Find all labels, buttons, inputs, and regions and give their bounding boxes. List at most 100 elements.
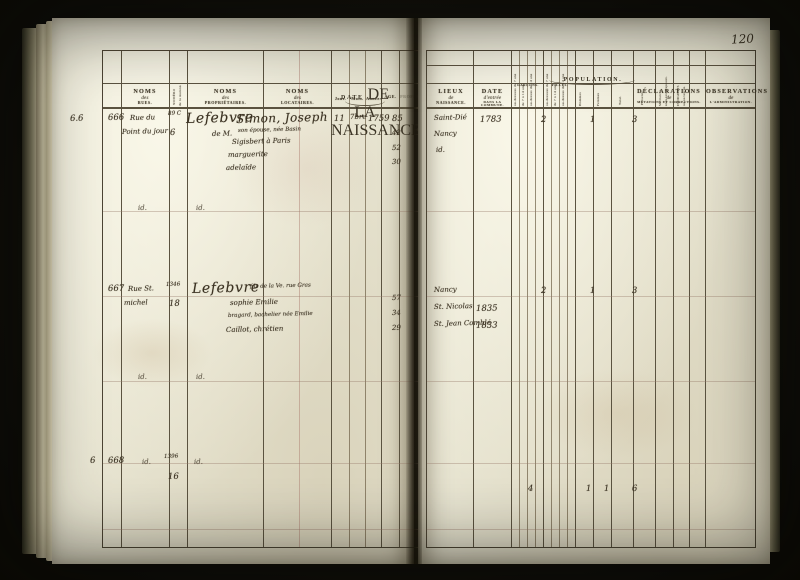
rule-declarations-mid bbox=[633, 51, 634, 547]
date-swash-ornament bbox=[345, 101, 385, 106]
rule-pop-f2 bbox=[559, 51, 560, 547]
rule-header-bottom-right-2 bbox=[427, 108, 755, 109]
age-667-3: 29 bbox=[391, 323, 402, 332]
total-d: 6 bbox=[631, 483, 638, 494]
house-number-upper-667: 1346 bbox=[165, 281, 181, 288]
rule-row-sep-r4 bbox=[427, 463, 755, 464]
rule-row-sep-1 bbox=[103, 211, 431, 212]
header-filles-14plus: au-dessus de 14 ans bbox=[561, 73, 565, 106]
street-cont-666: Point du jour bbox=[121, 126, 168, 136]
age-667-2: 34 bbox=[391, 308, 402, 317]
header-noms-proprietaires: NOMS des PROPRIÉTAIRES. bbox=[204, 88, 247, 105]
header-lieux-naissance: LIEUX de NAISSANCE. bbox=[436, 88, 466, 105]
birthplace-666-2: Nancy bbox=[433, 129, 457, 138]
margin-mark-666: 6.6 bbox=[69, 113, 84, 124]
rule-pop-femmes bbox=[611, 51, 612, 547]
tenant-name-667-2: sophie Emilie bbox=[229, 297, 279, 307]
house-number-upper-666: 89 C bbox=[167, 110, 182, 117]
rule-pop-hommes bbox=[593, 51, 594, 547]
pop-femmes-666: 1 bbox=[589, 114, 596, 125]
birth-year-666: 1759 bbox=[367, 113, 390, 124]
book-gutter bbox=[406, 18, 422, 564]
header-pop-garcons: GARÇONS. bbox=[517, 83, 539, 87]
rule-pop-presents bbox=[655, 51, 656, 547]
birthplace-666-3: id. bbox=[435, 145, 446, 154]
owner-668: id. bbox=[193, 457, 204, 466]
rule-totals bbox=[103, 529, 431, 530]
rule-pop-f1 bbox=[551, 51, 552, 547]
rule-row-sep-r1 bbox=[427, 211, 755, 212]
rule-date-annee bbox=[381, 51, 382, 547]
house-number-upper-668: 1396 bbox=[163, 453, 179, 460]
rule-row-sep-r3 bbox=[427, 381, 755, 382]
header-filles-7-14: de 7 à 14 ans bbox=[553, 84, 557, 106]
age-666-2: 42 bbox=[391, 128, 402, 137]
rule-col-maison bbox=[187, 51, 188, 547]
tenant-name-666-3: Sigisbert à Paris bbox=[231, 136, 291, 146]
rule-date-jour bbox=[349, 51, 350, 547]
rule-col-proprietaires bbox=[263, 51, 264, 547]
rule-row-sep-3 bbox=[103, 381, 431, 382]
left-page: DATE DE LA NAISSANCE NOMS des RUES. NUMÉ… bbox=[52, 18, 465, 564]
rule-header-bottom-2 bbox=[103, 108, 431, 109]
open-book: DATE DE LA NAISSANCE NOMS des RUES. NUMÉ… bbox=[22, 18, 780, 564]
entry-date-667-3: 1833 bbox=[475, 320, 498, 331]
rule-pop-g3 bbox=[535, 51, 536, 547]
birth-month-666: 7bre bbox=[349, 112, 367, 121]
header-pop-filles: FILLES. bbox=[551, 83, 569, 87]
age-667-1: 57 bbox=[391, 293, 402, 302]
ditto-street-2: id. bbox=[137, 372, 148, 381]
pop-total-666: 3 bbox=[631, 114, 638, 125]
pop-hommes-667: 2 bbox=[540, 285, 547, 296]
header-garcons-7-14: de 7 à 14 ans bbox=[521, 84, 525, 106]
street-667: Rue St. bbox=[127, 284, 155, 293]
street-666: Rue du bbox=[129, 113, 156, 122]
header-date-mois: Mois. bbox=[351, 96, 364, 101]
age-666-4: 30 bbox=[391, 157, 402, 166]
header-garcons-0-7: au-dessous de 7 ans bbox=[513, 73, 517, 106]
house-number-668: 16 bbox=[167, 471, 179, 482]
rule-date-mois bbox=[365, 51, 366, 547]
total-b: 1 bbox=[585, 483, 592, 494]
tenant-name-666-1: Simon, Joseph bbox=[235, 109, 329, 126]
header-pop-total: Total. bbox=[618, 95, 622, 105]
entry-date-667-2: 1835 bbox=[475, 303, 498, 314]
rule-header-sub bbox=[103, 83, 431, 84]
rule-col-declarations-start bbox=[705, 51, 706, 547]
header-date-jour: Jour. bbox=[334, 96, 347, 101]
rule-col-militaires bbox=[673, 51, 674, 547]
birthplace-667: Nancy bbox=[433, 285, 457, 294]
right-page: 120 bbox=[418, 18, 770, 564]
rule-population-top bbox=[427, 65, 755, 66]
rule-pop-filles-end bbox=[575, 51, 576, 547]
header-age: AGE. bbox=[384, 94, 397, 99]
birthplace-667-2: St. Nicolas bbox=[433, 302, 473, 311]
order-number-666: 666 bbox=[107, 112, 125, 123]
right-table-frame: POPULATION. GARÇONS. FILLES. au-dessous … bbox=[426, 50, 767, 548]
ditto-owner-1: id. bbox=[195, 203, 206, 212]
street-668: id. bbox=[141, 457, 152, 466]
rule-col-numero bbox=[121, 51, 122, 547]
header-pop-hommes: Hommes bbox=[578, 91, 582, 106]
rule-header-bottom-right bbox=[427, 107, 755, 108]
rule-col-age bbox=[399, 51, 400, 547]
date-naissance-group-label: DATE DE LA NAISSANCE bbox=[331, 86, 421, 139]
ditto-street-1: id. bbox=[137, 203, 148, 212]
tenant-name-666-5: adelaïde bbox=[225, 163, 257, 172]
population-swash-ornament bbox=[549, 80, 635, 85]
order-number-667: 667 bbox=[107, 283, 125, 294]
ditto-owner-2: id. bbox=[195, 372, 206, 381]
total-c: 1 bbox=[603, 483, 610, 494]
header-noms-des-rues: NOMS des RUES. bbox=[133, 88, 157, 105]
birthplace-666: Saint-Dié bbox=[433, 113, 467, 122]
age-666-1: 85 bbox=[391, 113, 403, 124]
header-pop-femmes: Femmes bbox=[596, 92, 600, 106]
pop-total-667: 3 bbox=[631, 285, 638, 296]
pop-hommes-666: 2 bbox=[540, 114, 547, 125]
total-a: 4 bbox=[527, 483, 534, 494]
header-declarations: DÉCLARATIONS de MUTATIONS ET CORRECTIONS… bbox=[637, 88, 701, 104]
rule-col-proprietaires-inner bbox=[299, 51, 300, 547]
rule-row-sep-2 bbox=[103, 296, 431, 297]
rule-totals-right bbox=[427, 529, 755, 530]
